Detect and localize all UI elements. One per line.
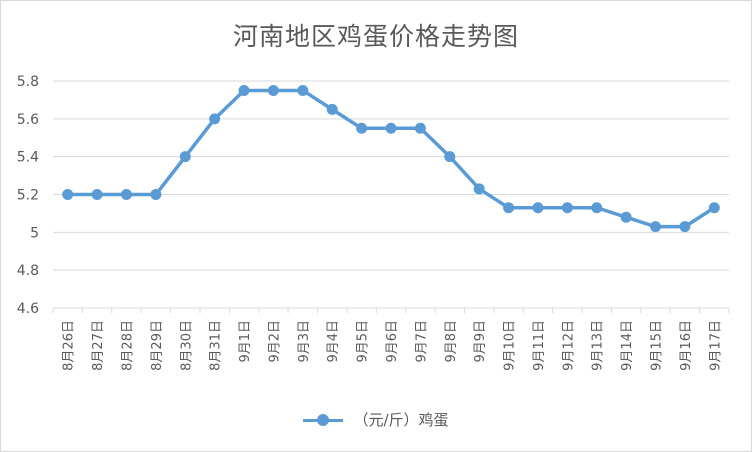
data-point (238, 84, 250, 96)
y-tick-label: 4.8 (17, 263, 39, 279)
chart-title: 河南地区鸡蛋价格走势图 (232, 22, 519, 51)
data-point (267, 84, 279, 96)
x-tick-label: 9月14日 (620, 320, 635, 371)
x-tick-label: 9月4日 (326, 320, 341, 363)
x-tick-label: 9月9日 (473, 320, 488, 363)
y-tick-label: 5.4 (17, 150, 39, 166)
data-point (326, 103, 338, 115)
y-tick-label: 4.6 (17, 301, 39, 317)
data-point (444, 151, 456, 163)
data-point (91, 189, 103, 200)
data-point (385, 122, 397, 134)
data-point (120, 189, 132, 200)
x-tick-label: 9月3日 (297, 320, 312, 363)
x-tick-label: 9月2日 (267, 320, 282, 363)
data-point (150, 189, 162, 200)
x-tick-label: 9月12日 (561, 320, 576, 371)
y-tick-label: 5.8 (17, 74, 39, 90)
data-point (561, 202, 573, 214)
x-tick-label: 9月16日 (679, 320, 694, 371)
x-tick-label: 9月11日 (532, 320, 547, 371)
y-tick-label: 5.6 (17, 112, 39, 128)
data-point (503, 202, 515, 214)
data-point (473, 183, 485, 195)
x-tick-label: 8月27日 (91, 320, 106, 371)
data-point (297, 84, 309, 96)
series-line (67, 88, 716, 229)
x-tick-label: 9月10日 (503, 320, 518, 371)
x-tick-label: 9月7日 (414, 320, 429, 363)
x-tick-label: 9月17日 (708, 320, 723, 371)
x-tick-label: 9月8日 (444, 320, 459, 363)
x-tick-label: 9月15日 (650, 320, 665, 371)
data-point (179, 151, 191, 163)
y-tick-label: 5 (30, 225, 39, 241)
data-point (708, 202, 720, 214)
data-point (591, 202, 603, 214)
data-point (356, 122, 368, 134)
data-point (414, 122, 426, 134)
x-tick-label: 9月13日 (591, 320, 606, 371)
data-point (209, 113, 221, 125)
data-point (532, 202, 544, 214)
x-tick-label: 9月6日 (385, 320, 400, 363)
data-point (679, 221, 691, 233)
data-point (62, 189, 74, 200)
x-tick-label: 8月31日 (209, 320, 224, 371)
x-tick-label: 8月26日 (62, 320, 77, 371)
x-tick-label: 8月30日 (179, 320, 194, 371)
legend-label: （元/斤）鸡蛋 (353, 411, 449, 429)
data-point (620, 211, 632, 223)
x-tick-label: 8月29日 (150, 320, 165, 371)
x-tick-label: 9月5日 (356, 320, 371, 363)
x-tick-label: 9月1日 (238, 320, 253, 363)
legend: （元/斤）鸡蛋 (1, 409, 751, 430)
data-point (650, 221, 662, 233)
x-tick-label: 8月28日 (120, 320, 135, 371)
y-tick-label: 5.2 (17, 188, 39, 204)
legend-marker (303, 413, 344, 426)
